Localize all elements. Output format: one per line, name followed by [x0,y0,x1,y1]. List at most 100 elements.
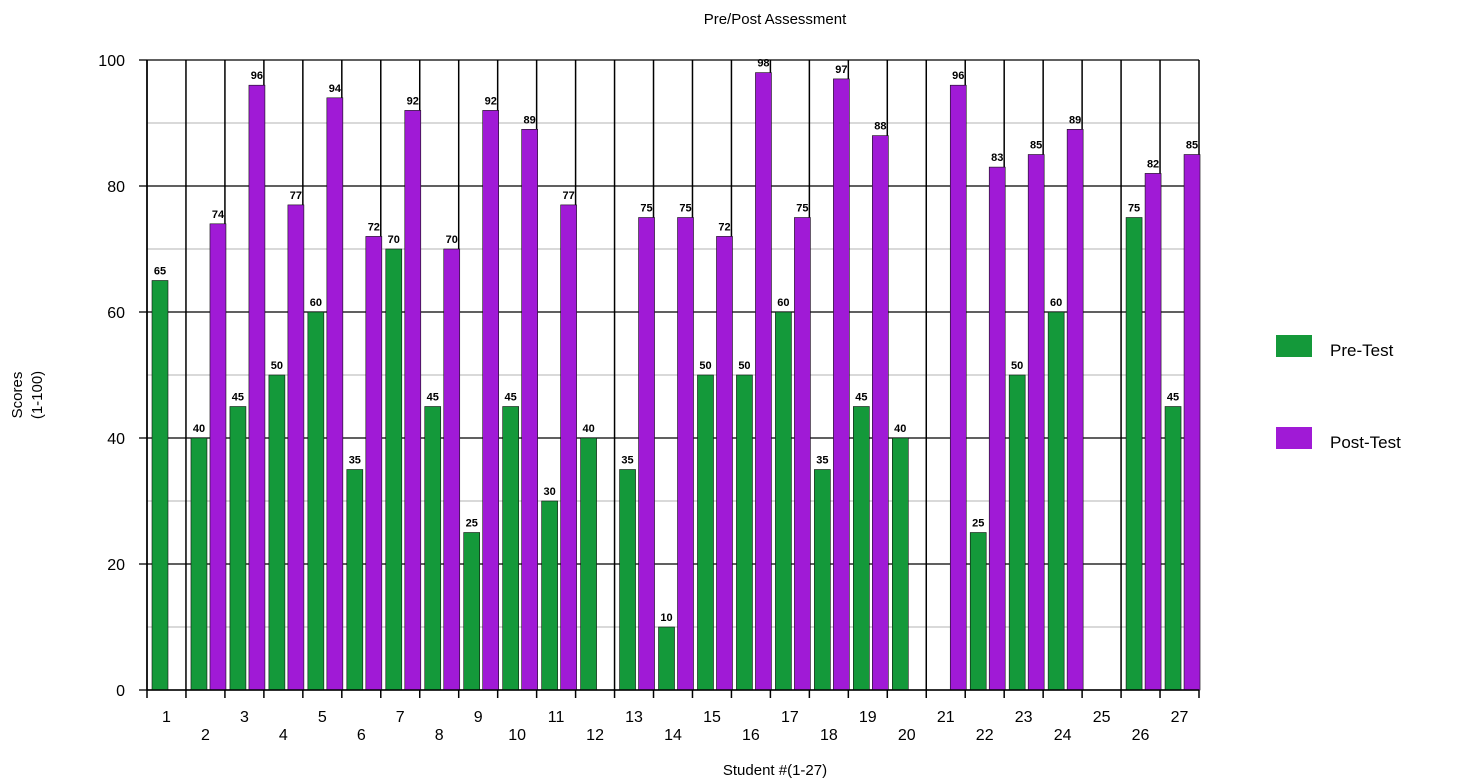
post-test-bar [326,97,344,691]
pre-test-bar [891,437,909,691]
data-label: 77 [290,190,302,202]
x-tick-label: 15 [703,709,721,726]
pre-test-bar [502,406,519,691]
y-axis-label: Scores (1-100) [9,371,46,419]
data-label: 72 [368,221,380,233]
post-test-bar [872,135,889,691]
data-label: 65 [154,266,166,278]
post-test-bar [1144,173,1162,691]
data-label: 83 [991,152,1003,164]
post-test-bar [1027,154,1045,691]
data-label: 60 [310,297,322,309]
data-label: 45 [427,392,439,404]
data-label: 96 [952,70,964,82]
x-tick-label: 16 [742,727,760,744]
y-tick-label: 100 [98,53,125,70]
axes: 0204060801001234567891011121314151617181… [98,53,1199,744]
data-label: 10 [660,612,672,624]
data-label: 35 [621,455,633,467]
pre-test-bar [268,374,286,691]
pre-test-bar [229,406,247,691]
post-test-bar [209,223,227,691]
pre-test-bar [736,374,753,691]
pre-test-bar [814,469,831,691]
x-tick-label: 2 [201,727,210,744]
post-test-bar [755,72,772,691]
pre-test-bar [697,374,714,691]
chart-title: Pre/Post Assessment [704,11,847,28]
x-tick-label: 23 [1015,709,1033,726]
data-label: 35 [816,455,828,467]
x-tick-label: 17 [781,709,799,726]
data-label: 40 [894,423,906,435]
x-tick-label: 27 [1171,709,1189,726]
data-label: 88 [874,121,886,133]
x-tick-label: 7 [396,709,405,726]
x-tick-label: 11 [548,709,565,726]
x-tick-label: 8 [435,727,444,744]
data-label: 75 [1128,203,1140,215]
data-label: 50 [1011,360,1023,372]
x-axis-label: Student #(1-27) [723,762,827,779]
pre-test-bar [658,626,675,691]
post-test-bar [1066,129,1084,691]
pre-test-bar [424,406,442,691]
post-test-bar [716,236,733,691]
data-label: 82 [1147,158,1159,170]
post-test-bar [794,217,811,691]
value-labels: 65 40 74 45 96 50 77 60 94 35 72 70 92 45 70 25 92 45 89 30… [154,58,1198,624]
pre-test-bar [1008,374,1026,691]
post-test-bar [443,248,461,691]
data-label: 70 [446,234,458,246]
pre-test-bar [619,469,636,691]
data-label: 74 [212,209,225,221]
y-tick-label: 80 [107,179,125,196]
x-tick-label: 13 [625,709,643,726]
x-tick-label: 21 [937,709,955,726]
x-tick-label: 9 [474,709,483,726]
post-test-legend-swatch [1276,427,1312,449]
data-label: 50 [271,360,283,372]
pre-test-bar [346,469,364,691]
data-label: 98 [757,58,769,70]
data-label: 45 [505,392,517,404]
data-label: 50 [699,360,711,372]
data-label: 45 [1167,392,1179,404]
data-label: 60 [777,297,789,309]
pre-test-bar [1164,406,1182,691]
post-test-bar [949,84,967,691]
pre-test-legend-swatch [1276,335,1312,357]
pre-test-bar [969,532,987,691]
post-test-bar [1183,154,1201,691]
post-test-bar [521,129,538,691]
pre-test-bar [775,311,792,691]
x-tick-label: 26 [1132,727,1150,744]
pre-test-legend-label: Pre-Test [1330,341,1394,360]
data-label: 45 [855,392,867,404]
pre-test-bar [385,248,403,691]
x-tick-label: 12 [586,727,604,744]
x-tick-label: 14 [664,727,682,744]
x-tick-label: 22 [976,727,994,744]
data-label: 96 [251,70,263,82]
x-tick-label: 3 [240,709,249,726]
data-label: 30 [544,486,556,498]
x-tick-label: 1 [162,709,171,726]
pre-test-bar [853,406,870,691]
post-test-bar [988,166,1006,691]
data-label: 85 [1186,140,1198,152]
data-label: 75 [796,203,808,215]
post-test-bar [560,204,577,691]
x-tick-label: 10 [508,727,526,744]
pre-test-bar [1125,217,1143,691]
y-tick-label: 20 [107,557,125,574]
x-tick-label: 24 [1054,727,1072,744]
data-label: 60 [1050,297,1062,309]
x-tick-label: 5 [318,709,327,726]
pre-test-bar [307,311,325,691]
pre-test-bar [1047,311,1065,691]
data-label: 72 [718,221,730,233]
x-tick-label: 18 [820,727,838,744]
data-label: 94 [329,83,342,95]
data-label: 25 [466,518,478,530]
